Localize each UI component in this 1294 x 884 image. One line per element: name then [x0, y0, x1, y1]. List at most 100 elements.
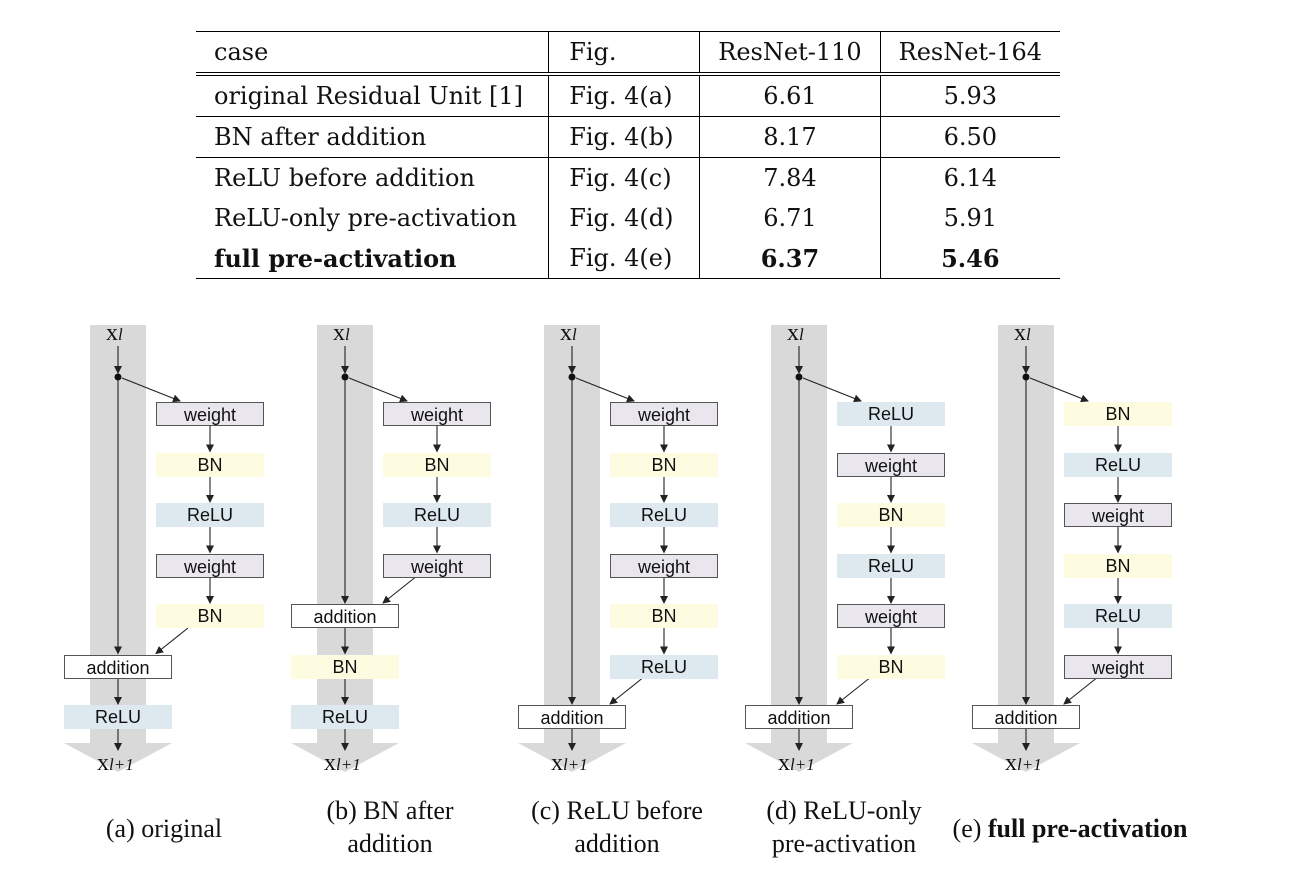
caption-text: (c) ReLU before — [531, 796, 703, 825]
cell-case: full pre-activation — [196, 238, 550, 279]
cell-resnet110: 6.61 — [699, 74, 881, 117]
caption-a: (a) original — [14, 812, 314, 845]
table-row: BN after addition Fig. 4(b) 8.17 6.50 — [196, 116, 1060, 158]
output-x-label: xl+1 — [324, 750, 361, 776]
branch-block-weight: weight — [837, 604, 945, 628]
branch-block-bn: BN — [1064, 553, 1172, 578]
branch-block-weight: weight — [383, 402, 491, 426]
cell-fig: Fig. 4(c) — [548, 157, 701, 198]
cell-case: BN after addition — [196, 116, 550, 158]
split-dot — [795, 373, 803, 381]
residual-unit-diagram-d: ReLU weight BN ReLU weight BN addition xl xl+1 — [741, 300, 971, 780]
addition-block: addition — [518, 705, 626, 729]
cell-case: ReLU-only pre-activation — [196, 198, 550, 238]
residual-unit-diagram-a: weight BN ReLU weight BN addition ReLU xl xl+1 — [60, 300, 290, 780]
cell-resnet110: 7.84 — [699, 157, 881, 198]
flow-arrow — [1029, 377, 1089, 403]
branch-block-weight: weight — [1064, 654, 1172, 679]
branch-block-relu: ReLU — [156, 503, 264, 527]
results-table: case Fig. ResNet-110 ResNet-164 original… — [196, 31, 1060, 279]
output-x-label: xl+1 — [551, 750, 588, 776]
caption-text: (a) original — [105, 814, 223, 843]
branch-block-bn: BN — [837, 654, 945, 679]
branch-block-relu: ReLU — [1064, 604, 1172, 628]
addition-block: addition — [745, 705, 853, 729]
caption-text-line2: addition — [574, 829, 660, 858]
addition-block: addition — [64, 654, 172, 679]
cell-resnet110: 6.71 — [699, 198, 881, 238]
input-x-label: xl — [1014, 320, 1031, 346]
flow-arrow — [155, 627, 189, 655]
cell-resnet110: 8.17 — [699, 116, 881, 158]
cell-case: original Residual Unit [1] — [196, 74, 550, 117]
flow-arrow — [609, 678, 643, 705]
cell-resnet164: 6.14 — [943, 164, 998, 192]
caption-text: (d) ReLU-only — [766, 796, 922, 825]
cell-resnet164: 5.93 — [880, 74, 1060, 117]
flow-arrow — [836, 678, 870, 705]
branch-block-relu: ReLU — [383, 503, 491, 527]
branch-block-weight: weight — [610, 553, 718, 578]
branch-block-relu: ReLU — [610, 654, 718, 679]
branch-block-bn: BN — [610, 604, 718, 628]
table-row: ReLU-only pre-activation Fig. 4(d) 6.71 … — [196, 198, 1060, 238]
table-row: ReLU before addition Fig. 4(c) 7.84 6.14 — [196, 157, 1060, 198]
addition-block: addition — [291, 604, 399, 628]
flow-arrow — [802, 377, 862, 403]
split-dot — [1022, 373, 1030, 381]
branch-block-weight: weight — [156, 553, 264, 578]
caption-b: (b) BN after addition — [240, 794, 540, 860]
branch-block-weight: weight — [610, 402, 718, 426]
output-x-label: xl+1 — [778, 750, 815, 776]
post-block-relu: ReLU — [291, 705, 399, 729]
col-header-case: case — [196, 31, 550, 76]
residual-unit-diagrams: weight BN ReLU weight BN addition ReLU xl xl+1 we… — [0, 300, 1294, 800]
cell-fig: Fig. 4(b) — [548, 116, 701, 158]
branch-block-relu: ReLU — [610, 503, 718, 527]
branch-block-bn: BN — [383, 452, 491, 477]
addition-block: addition — [972, 705, 1080, 729]
branch-block-weight: weight — [1064, 503, 1172, 527]
caption-e: (e) full pre-activation — [920, 812, 1220, 845]
residual-unit-diagram-b: weight BN ReLU weight addition BN ReLU xl xl+1 — [287, 300, 517, 780]
input-x-label: xl — [787, 320, 804, 346]
caption-d: (d) ReLU-only pre-activation — [694, 794, 994, 860]
post-block-bn: BN — [291, 654, 399, 679]
residual-unit-diagram-e: BN ReLU weight BN ReLU weight addition xl xl+1 — [968, 300, 1198, 780]
table-row: original Residual Unit [1] Fig. 4(a) 6.6… — [196, 74, 1060, 117]
branch-block-weight: weight — [383, 553, 491, 578]
flow-arrow — [575, 377, 635, 403]
caption-text-line2: addition — [347, 829, 433, 858]
cell-resnet164: 5.46 — [880, 238, 1060, 279]
cell-fig: Fig. 4(d) — [548, 198, 701, 238]
col-header-resnet164: ResNet-164 — [880, 31, 1060, 76]
split-dot — [114, 373, 122, 381]
post-block-relu: ReLU — [64, 705, 172, 729]
flow-arrow — [348, 377, 408, 403]
table-row: full pre-activation Fig. 4(e) 6.37 5.46 — [196, 238, 1060, 279]
caption-text: (e) — [952, 814, 988, 843]
split-dot — [341, 373, 349, 381]
col-header-resnet110: ResNet-110 — [699, 31, 881, 76]
flow-arrow — [121, 377, 181, 403]
branch-block-bn: BN — [610, 452, 718, 477]
branch-block-bn: BN — [837, 503, 945, 527]
cell-case: ReLU before addition — [196, 157, 550, 198]
branch-block-bn: BN — [1064, 402, 1172, 426]
cell-fig: Fig. 4(a) — [548, 74, 701, 117]
branch-block-bn: BN — [156, 452, 264, 477]
input-x-label: xl — [560, 320, 577, 346]
input-x-label: xl — [106, 320, 123, 346]
input-x-label: xl — [333, 320, 350, 346]
caption-text-line2: pre-activation — [771, 829, 917, 858]
branch-block-weight: weight — [156, 402, 264, 426]
output-x-label: xl+1 — [97, 750, 134, 776]
cell-fig: Fig. 4(e) — [548, 238, 701, 279]
branch-block-weight: weight — [837, 452, 945, 477]
col-header-fig: Fig. — [548, 31, 701, 76]
cell-resnet164: 6.50 — [880, 116, 1060, 158]
caption-text: (b) BN after — [326, 796, 454, 825]
branch-block-relu: ReLU — [837, 553, 945, 578]
caption-c: (c) ReLU before addition — [467, 794, 767, 860]
cell-resnet164: 5.91 — [943, 204, 998, 232]
